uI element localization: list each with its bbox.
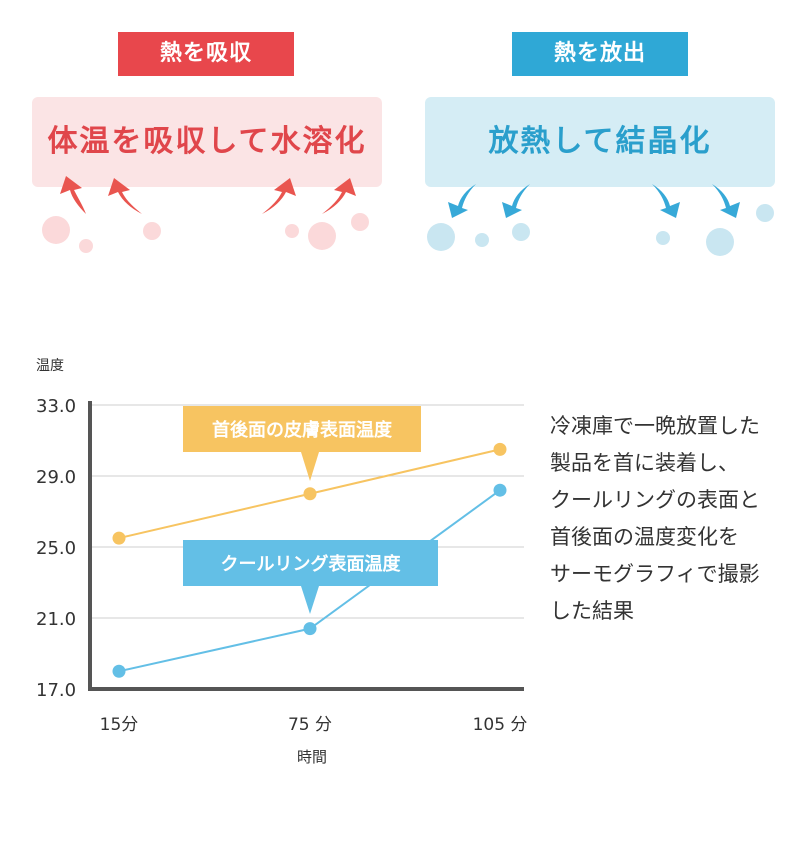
note-line: 首後面の温度変化を	[550, 525, 739, 549]
series-callout	[183, 540, 438, 586]
up-arrow-icon	[322, 178, 356, 214]
y-axis-label: 温度	[36, 358, 64, 374]
data-point	[112, 664, 126, 678]
up-arrow-icon	[60, 176, 86, 214]
down-arrow-icon	[712, 184, 740, 218]
release-heat-box: 放熱して結晶化	[425, 97, 775, 187]
note-line: 冷凍庫で一晩放置した	[550, 414, 760, 438]
down-arrow-icon	[502, 184, 530, 218]
y-tick-label: 29.0	[36, 467, 76, 488]
bubble-icon	[79, 239, 93, 253]
note-line: 製品を首に装着し、	[550, 451, 739, 475]
y-tick-label: 33.0	[36, 396, 76, 417]
data-point	[303, 487, 317, 501]
note-line: サーモグラフィで撮影	[550, 562, 760, 586]
bubble-icon	[351, 213, 369, 231]
x-axis-label: 時間	[297, 748, 327, 766]
note-line: クールリングの表面と	[550, 488, 760, 512]
bubble-icon	[143, 222, 161, 240]
series-name-label: 首後面の皮膚表面温度	[212, 419, 393, 441]
up-arrow-icon	[108, 178, 142, 214]
data-point	[493, 442, 507, 456]
y-tick-label: 17.0	[36, 680, 76, 701]
series-callout	[183, 406, 421, 452]
bubble-icon	[656, 231, 670, 245]
up-arrow-icon	[262, 178, 296, 214]
data-point	[303, 622, 317, 636]
release-heat-tag: 熱を放出	[512, 32, 688, 76]
down-arrow-icon	[448, 184, 476, 218]
x-tick-label: 105 分	[473, 715, 528, 735]
bubble-icon	[308, 222, 336, 250]
x-tick-label: 75 分	[288, 715, 332, 735]
x-tick-label: 15分	[100, 715, 139, 735]
y-tick-label: 21.0	[36, 609, 76, 630]
bubble-icon	[512, 223, 530, 241]
bubble-icon	[427, 223, 455, 251]
data-point	[493, 483, 507, 497]
y-tick-label: 25.0	[36, 538, 76, 559]
bubble-icon	[42, 216, 70, 244]
down-arrow-icon	[652, 184, 680, 218]
series-name-label: クールリング表面温度	[221, 553, 402, 575]
note-line: した結果	[550, 599, 634, 623]
experiment-note: 冷凍庫で一晩放置した 製品を首に装着し、 クールリングの表面と 首後面の温度変化…	[550, 408, 800, 630]
bubble-icon	[285, 224, 299, 238]
callout-pointer	[301, 586, 319, 614]
bubble-icon	[475, 233, 489, 247]
bubble-icon	[756, 204, 774, 222]
callout-pointer	[301, 452, 319, 481]
absorb-heat-box: 体温を吸収して水溶化	[32, 97, 382, 187]
absorb-heat-tag: 熱を吸収	[118, 32, 294, 76]
data-point	[112, 531, 126, 545]
decoration-layer	[42, 176, 774, 256]
bubble-icon	[706, 228, 734, 256]
